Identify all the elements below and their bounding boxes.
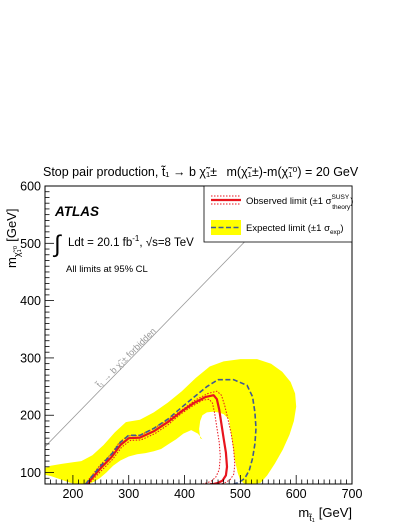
forbidden-region-label: t̃₁ → b χ̃₁± forbidden	[93, 326, 158, 391]
luminosity-integral-sign: ∫	[52, 231, 62, 258]
chart-title: Stop pair production, t̃₁ → b χ̃₁± m(χ̃₁…	[43, 164, 359, 179]
y-axis: 100 200 300 400 500 600	[20, 180, 54, 485]
legend-entry-observed: Observed limit (±1 σSUSY theory)	[211, 194, 353, 211]
chart-title-prefix: Stop pair production,	[43, 165, 162, 179]
y-tick-label: 600	[20, 180, 41, 194]
y-tick-label: 500	[20, 237, 41, 251]
kinematic-boundary-line	[45, 186, 300, 448]
legend-observed-sup: SUSY	[332, 194, 350, 201]
legend-observed-sub: theory	[332, 204, 351, 211]
x-axis-label: mt̃₁ [GeV]	[298, 505, 352, 523]
y-tick-label: 400	[20, 294, 41, 308]
observed-limit-line	[86, 394, 229, 484]
plot-area	[45, 186, 300, 484]
y-tick-label: 300	[20, 351, 41, 365]
x-tick-label: 700	[342, 487, 363, 501]
legend-entry-expected: Expected limit (±1 σexp)	[211, 220, 344, 236]
y-tick-label: 200	[20, 409, 41, 423]
expected-band-area	[45, 359, 297, 484]
legend-expected-label: Expected limit (±1 σ	[246, 223, 330, 234]
x-tick-label: 500	[230, 487, 251, 501]
chart-title-mass-relation: m(χ̃₁±)-m(χ̃₁⁰) = 20 GeV	[227, 165, 359, 179]
chart-title-decay: t̃₁ → b χ̃₁±	[160, 164, 217, 179]
svg-text:Expected limit (±1 σexp): Expected limit (±1 σexp)	[246, 223, 344, 236]
x-tick-label: 200	[62, 487, 83, 501]
x-tick-label: 300	[118, 487, 139, 501]
x-tick-label: 600	[286, 487, 307, 501]
legend: Observed limit (±1 σSUSY theory) Expected…	[203, 185, 353, 243]
x-axis: 200 300 400 500 600 700	[44, 475, 363, 501]
y-axis-label: mχ̃₁⁰[GeV]	[4, 209, 22, 268]
confidence-level-label: All limits at 95% CL	[66, 264, 148, 275]
luminosity-label: Ldt = 20.1 fb-1, √s=8 TeV	[68, 234, 194, 249]
expected-limit-line	[85, 378, 257, 484]
atlas-label: ATLAS	[54, 204, 99, 219]
legend-observed-label: Observed limit (±1 σ	[246, 196, 332, 207]
legend-expected-sub: exp	[330, 229, 341, 236]
x-tick-label: 400	[174, 487, 195, 501]
observed-minus-sigma-line	[88, 398, 221, 484]
y-tick-label: 100	[20, 466, 41, 480]
